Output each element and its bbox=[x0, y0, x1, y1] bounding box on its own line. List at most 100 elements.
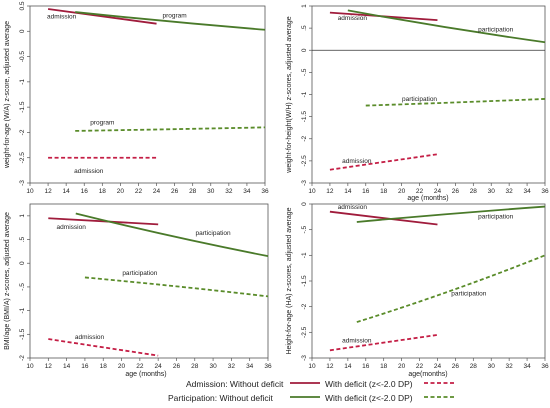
x-tick-label: 20 bbox=[117, 188, 125, 195]
plot-frame bbox=[29, 5, 266, 184]
plot-frame bbox=[29, 203, 269, 359]
x-tick-label: 18 bbox=[380, 363, 388, 370]
y-axis-label: BMI/age (BMI/A) z-scores, adjusted avera… bbox=[4, 212, 11, 350]
x-tick-label: 10 bbox=[26, 188, 34, 195]
y-tick-label: -1.5 bbox=[19, 101, 26, 113]
x-tick-label: 34 bbox=[246, 363, 254, 370]
x-tick-label: 20 bbox=[398, 363, 406, 370]
x-tick-label: 26 bbox=[173, 363, 181, 370]
y-tick-label: 0.5 bbox=[19, 1, 26, 10]
x-tick-label: 20 bbox=[398, 188, 406, 195]
x-axis-label: age (months) bbox=[125, 371, 166, 378]
x-tick-label: 26 bbox=[452, 188, 460, 195]
x-tick-label: 14 bbox=[344, 188, 352, 195]
x-tick-label: 12 bbox=[326, 363, 334, 370]
y-tick-label: -.5 bbox=[301, 68, 308, 76]
x-tick-label: 34 bbox=[243, 188, 251, 195]
series-annotation: admission bbox=[338, 204, 368, 211]
x-tick-label: 36 bbox=[541, 188, 549, 195]
y-tick-label: -3 bbox=[19, 180, 26, 186]
y-tick-label: -2.5 bbox=[301, 155, 308, 167]
series-annotation: admission bbox=[74, 168, 104, 175]
x-tick-label: 30 bbox=[209, 363, 217, 370]
series-annotation: admission bbox=[338, 15, 368, 22]
y-axis-label: Height-for-age (HA) z-scores, adjusted a… bbox=[286, 207, 293, 354]
x-tick-label: 16 bbox=[362, 188, 370, 195]
x-tick-label: 12 bbox=[45, 363, 53, 370]
series-line-participation-deficit bbox=[75, 126, 266, 132]
series-annotation: program bbox=[163, 13, 187, 20]
series-line-admission bbox=[47, 8, 157, 25]
x-tick-label: 32 bbox=[228, 363, 236, 370]
x-tick-label: 18 bbox=[380, 188, 388, 195]
y-tick-label: -1 bbox=[301, 91, 308, 97]
x-tick-label: 28 bbox=[189, 188, 197, 195]
chart-panel-1: 10 12 14 16 18 20 22 24 26 28 30 32 34 36 0.5 0 -0.5 -1 -1… bbox=[4, 1, 269, 195]
x-tick-label: 36 bbox=[541, 363, 549, 370]
y-tick-label: -0.5 bbox=[19, 51, 26, 63]
x-tick-label: 34 bbox=[523, 363, 531, 370]
x-tick-label: 22 bbox=[416, 188, 424, 195]
series-annotation: participation bbox=[478, 27, 513, 34]
series-line-admission-deficit bbox=[48, 338, 159, 357]
series-line-participation bbox=[75, 212, 269, 258]
x-tick-label: 10 bbox=[26, 363, 34, 370]
x-tick-label: 30 bbox=[207, 188, 215, 195]
y-tick-label: -2.5 bbox=[19, 152, 26, 164]
y-tick-label: -1.5 bbox=[301, 275, 308, 287]
x-tick-label: 22 bbox=[136, 363, 144, 370]
x-axis-label: age (months) bbox=[407, 195, 448, 202]
x-tick-label: 10 bbox=[308, 188, 316, 195]
series-line-admission bbox=[329, 210, 438, 226]
y-tick-label: 1 bbox=[301, 4, 308, 8]
series-annotation: admission bbox=[342, 338, 372, 345]
series-line-admission-deficit bbox=[329, 153, 438, 171]
x-tick-label: 24 bbox=[434, 363, 442, 370]
y-tick-label: 0 bbox=[19, 29, 26, 33]
x-tick-label: 16 bbox=[81, 188, 89, 195]
y-tick-label: -2 bbox=[301, 135, 308, 141]
x-tick-label: 30 bbox=[488, 188, 496, 195]
x-tick-label: 30 bbox=[488, 363, 496, 370]
series-annotation: participation bbox=[196, 230, 231, 237]
series-annotation: participation bbox=[122, 270, 157, 277]
x-tick-label: 16 bbox=[81, 363, 89, 370]
x-tick-label: 32 bbox=[506, 363, 514, 370]
x-tick-label: 28 bbox=[470, 363, 478, 370]
series-line-admission-deficit bbox=[329, 334, 438, 352]
y-tick-label: -2 bbox=[19, 129, 26, 135]
series-line-participation-deficit bbox=[84, 276, 269, 298]
x-tick-label: 12 bbox=[326, 188, 334, 195]
x-tick-label: 14 bbox=[63, 188, 71, 195]
x-tick-label: 28 bbox=[191, 363, 199, 370]
series-line-admission bbox=[48, 217, 159, 226]
y-tick-label: -1.5 bbox=[301, 111, 308, 123]
series-annotation: admission bbox=[47, 14, 77, 21]
y-tick-label: -1 bbox=[19, 79, 26, 85]
x-tick-label: 22 bbox=[416, 363, 424, 370]
y-tick-label: .5 bbox=[19, 236, 26, 242]
x-tick-label: 32 bbox=[225, 188, 233, 195]
y-axis-label: weight-for-height(W/H) z-scores, adjuste… bbox=[286, 16, 293, 174]
x-tick-label: 10 bbox=[308, 363, 316, 370]
y-tick-label: -2 bbox=[19, 355, 26, 361]
series-annotation: program bbox=[90, 119, 114, 126]
series-annotation: admission bbox=[75, 334, 105, 341]
y-tick-label: -3 bbox=[301, 180, 308, 186]
series-line-participation bbox=[356, 205, 546, 223]
chart-panel-2: 10 12 14 16 18 20 22 24 26 28 30 32 34 36 1 .5 0 -.5 -1 -1.… bbox=[286, 4, 549, 202]
series-annotation: participation bbox=[402, 96, 437, 103]
x-tick-label: 14 bbox=[63, 363, 71, 370]
series-line-participation bbox=[347, 9, 546, 44]
x-tick-label: 12 bbox=[44, 188, 52, 195]
x-tick-label: 24 bbox=[434, 188, 442, 195]
x-tick-label: 26 bbox=[171, 188, 179, 195]
x-tick-label: 24 bbox=[155, 363, 163, 370]
x-tick-label: 18 bbox=[99, 188, 107, 195]
y-axis-label: weight-for-age (W/A) z-score, adjusted a… bbox=[4, 21, 11, 169]
y-tick-label: .5 bbox=[301, 25, 308, 31]
x-tick-label: 36 bbox=[261, 188, 269, 195]
y-tick-label: 0 bbox=[301, 48, 308, 52]
chart-panel-3: 10 12 14 16 18 20 22 24 26 28 30 32 34 36 1 .5 0 -.5 -1 -1.… bbox=[4, 203, 272, 378]
